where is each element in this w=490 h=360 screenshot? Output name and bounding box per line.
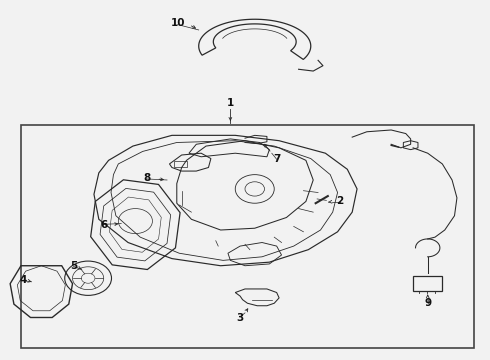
Bar [413,276,442,291]
Bar [21,125,474,348]
Bar [174,161,187,167]
Text: 3: 3 [237,312,244,323]
Text: 10: 10 [171,18,185,28]
Text: 4: 4 [20,275,27,285]
Text: 9: 9 [424,298,431,308]
Text: 2: 2 [336,197,343,206]
Text: 7: 7 [273,154,280,163]
Text: 1: 1 [227,98,234,108]
Text: 8: 8 [143,173,150,183]
Text: 6: 6 [100,220,107,230]
Text: 5: 5 [70,261,77,271]
